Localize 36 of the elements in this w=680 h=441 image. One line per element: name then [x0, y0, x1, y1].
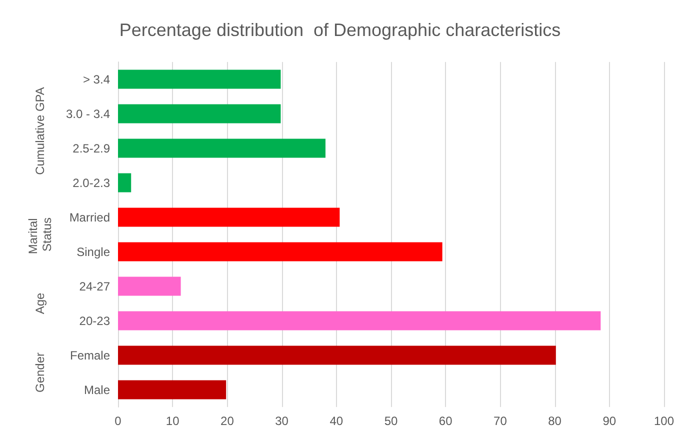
- y-tick-label: 2.0-2.3: [72, 176, 110, 190]
- bar: [118, 346, 556, 365]
- x-tick-label: 40: [330, 414, 344, 428]
- x-tick-label: 20: [220, 414, 234, 428]
- bar: [118, 242, 442, 262]
- x-tick-label: 30: [275, 414, 289, 428]
- bar: [118, 276, 181, 296]
- x-tick-label: 100: [654, 414, 674, 428]
- bar: [118, 311, 601, 330]
- bar: [118, 104, 281, 124]
- y-tick-label: 24-27: [79, 279, 110, 294]
- bar: [118, 173, 132, 192]
- text: Age: [33, 292, 47, 314]
- x-tick-label: 10: [166, 414, 180, 428]
- bar: [118, 70, 281, 89]
- x-tick-label: 70: [494, 414, 508, 428]
- bar: [118, 380, 226, 400]
- y-tick-label: 2.5-2.9: [72, 141, 110, 156]
- x-tick-label: 0: [114, 414, 122, 428]
- text: Gender: [33, 352, 47, 393]
- x-tick-label: 80: [548, 414, 562, 428]
- y-tick-label: Male: [84, 382, 110, 397]
- y-tick-label: Female: [70, 348, 110, 362]
- y-tick-label: Married: [69, 210, 110, 224]
- chart-title: Percentage distribution of Demographic characteristics: [119, 20, 561, 40]
- x-tick-label: 50: [384, 414, 398, 428]
- x-tick-label: 60: [438, 414, 453, 428]
- y-tick-label: Single: [76, 244, 110, 259]
- x-tick-label: 90: [602, 414, 616, 428]
- y-tick-label: 3.0 - 3.4: [66, 106, 110, 121]
- bar: [118, 138, 326, 158]
- y-tick-label: > 3.4: [82, 72, 110, 86]
- y-tick-label: 20-23: [79, 314, 110, 328]
- text: Cumulative GPA: [33, 87, 47, 175]
- text: Marital Status: [26, 214, 54, 254]
- bar: [118, 208, 340, 227]
